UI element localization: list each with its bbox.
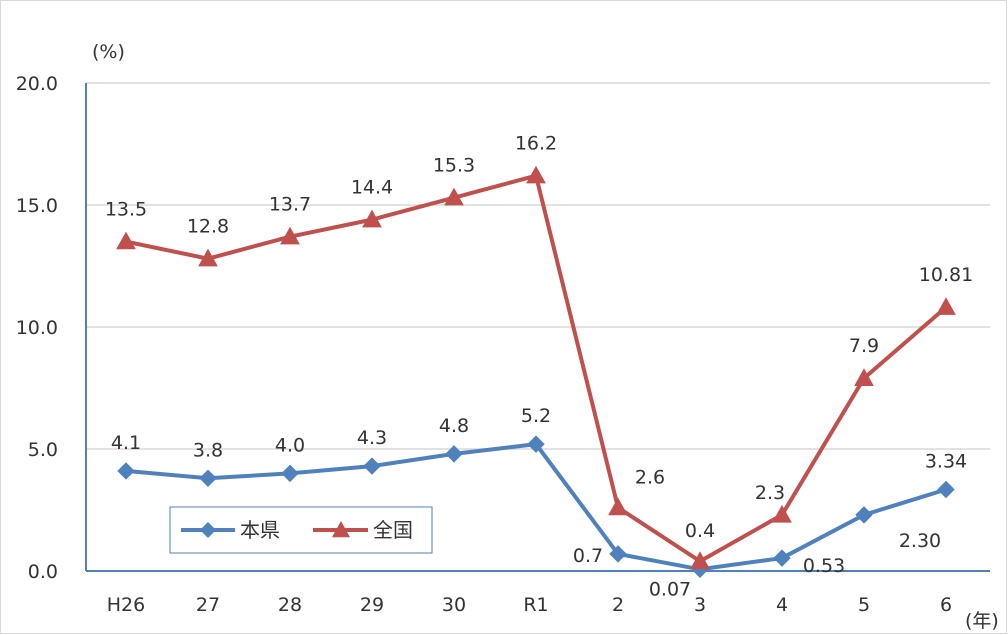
y-tick-label: 20.0 (16, 73, 58, 95)
data-label: 4.0 (275, 434, 305, 456)
data-label: 14.4 (351, 177, 393, 199)
triangle-marker (690, 551, 710, 569)
legend: 本県 全国 (169, 506, 433, 554)
diamond-marker (527, 435, 545, 453)
triangle-marker (936, 297, 956, 315)
data-label: 16.2 (515, 133, 557, 155)
triangle-marker (116, 231, 136, 250)
x-tick-label: 28 (278, 594, 302, 616)
x-tick-label: 29 (360, 594, 384, 616)
y-tick-labels: 0.0 5.0 10.0 15.0 20.0 (16, 73, 58, 583)
data-label: 15.3 (433, 155, 475, 177)
data-label: 2.30 (899, 530, 941, 552)
x-tick-label: 27 (196, 594, 220, 616)
legend-label-honken: 本県 (240, 518, 280, 542)
triangle-marker (526, 165, 546, 184)
data-label: 3.8 (193, 439, 223, 461)
diamond-marker (445, 445, 463, 463)
data-label: 0.4 (685, 520, 715, 542)
y-tick-label: 5.0 (28, 439, 58, 461)
data-label: 12.8 (187, 216, 229, 238)
legend-triangle-marker (332, 521, 350, 538)
triangle-marker (280, 226, 300, 245)
x-tick-label: 5 (858, 594, 870, 616)
triangle-marker (444, 187, 464, 206)
data-label: 4.8 (439, 415, 469, 437)
data-label: 0.53 (803, 555, 845, 577)
data-label: 4.3 (357, 427, 387, 449)
diamond-marker (855, 506, 873, 524)
legend-label-zenkoku: 全国 (373, 518, 413, 542)
axes (85, 83, 990, 572)
data-label: 7.9 (849, 335, 879, 357)
data-label: 5.2 (521, 405, 551, 427)
y-tick-label: 15.0 (16, 195, 58, 217)
diamond-marker (773, 549, 791, 567)
x-tick-labels: H26 27 28 29 30 R1 2 3 4 5 6 (107, 594, 952, 616)
data-label: 10.81 (919, 264, 973, 286)
data-label: 4.1 (111, 432, 141, 454)
triangle-marker (362, 209, 382, 228)
x-tick-label: 6 (940, 594, 952, 616)
y-unit-label: (%) (92, 41, 125, 63)
triangle-marker (198, 248, 218, 267)
data-label: 13.7 (269, 194, 311, 216)
diamond-marker (281, 464, 299, 483)
y-tick-label: 10.0 (16, 317, 58, 339)
series-layer (116, 165, 956, 578)
data-label: 2.6 (635, 467, 665, 489)
data-label: 3.34 (925, 451, 967, 473)
triangle-marker (772, 504, 792, 523)
diamond-marker (609, 545, 627, 563)
diamond-marker (363, 457, 381, 475)
triangle-marker (608, 497, 628, 516)
diamond-marker (199, 469, 217, 487)
x-unit-label: (年) (965, 610, 999, 632)
x-tick-label: 2 (612, 594, 624, 616)
data-label: 13.5 (105, 199, 147, 221)
x-tick-label: H26 (107, 594, 145, 616)
y-tick-label: 0.0 (28, 561, 58, 583)
data-labels: 4.1 3.8 4.0 4.3 4.8 5.2 0.7 0.07 0.53 2.30 3.34 13.… (105, 133, 973, 601)
data-label: 0.07 (649, 578, 691, 600)
data-label: 0.7 (573, 545, 603, 567)
triangle-marker (854, 368, 874, 386)
x-tick-label: 30 (442, 594, 466, 616)
legend-diamond-marker (200, 522, 216, 538)
diamond-marker (117, 462, 135, 480)
x-tick-label: 3 (694, 594, 706, 616)
x-tick-label: 4 (776, 594, 788, 616)
diamond-marker (937, 480, 955, 499)
data-label: 2.3 (755, 482, 785, 504)
x-tick-label: R1 (523, 594, 548, 616)
